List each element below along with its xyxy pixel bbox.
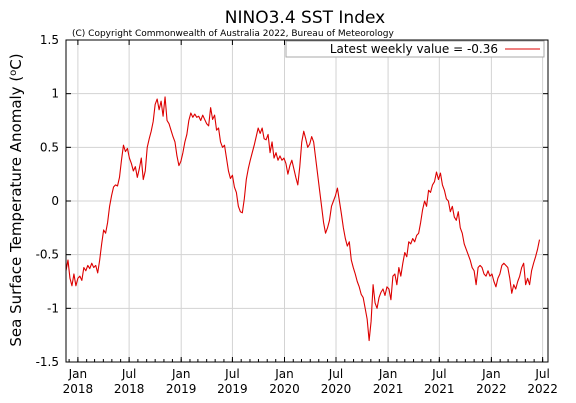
plot-area-frame — [65, 39, 549, 363]
y-axis: -1.5 -1 -0.5 0 0.5 1 1.5 — [36, 33, 548, 369]
chart-title: NINO3.4 SST Index — [225, 8, 385, 28]
y-tick-label: 0.5 — [40, 140, 59, 154]
x-tick-month: Jan — [378, 367, 398, 381]
series-line — [65, 96, 541, 342]
x-tick-year: 2019 — [166, 382, 197, 396]
copyright-note: (C) Copyright Commonwealth of Australia … — [72, 29, 395, 39]
x-tick-month: Jul — [121, 367, 136, 381]
x-tick-month: Jan — [274, 367, 294, 381]
legend: Latest weekly value = -0.36 — [285, 40, 545, 58]
x-tick-month: Jan — [481, 367, 501, 381]
x-tick-month: Jul — [534, 367, 549, 381]
x-tick-month: Jul — [328, 367, 343, 381]
x-tick-month: Jan — [171, 367, 191, 381]
x-tick-year: 2021 — [424, 382, 455, 396]
x-tick-year: 2021 — [373, 382, 404, 396]
grid — [66, 39, 548, 363]
legend-label: Latest weekly value = -0.36 — [330, 42, 498, 56]
y-axis-label: Sea Surface Temperature Anomaly (oC) — [7, 53, 25, 346]
y-tick-label: -1.5 — [36, 355, 59, 369]
x-tick-year: 2018 — [114, 382, 145, 396]
series-lines — [65, 96, 541, 342]
x-tick-month: Jan — [68, 367, 88, 381]
x-tick-year: 2018 — [63, 382, 94, 396]
x-tick-year: 2020 — [321, 382, 352, 396]
y-tick-label: -0.5 — [36, 248, 59, 262]
y-tick-label: 0 — [51, 194, 59, 208]
x-tick-year: 2019 — [217, 382, 248, 396]
x-tick-year: 2020 — [269, 382, 300, 396]
x-tick-month: Jul — [431, 367, 446, 381]
x-tick-month: Jul — [224, 367, 239, 381]
x-tick-year: 2022 — [527, 382, 558, 396]
legend-box — [285, 40, 545, 58]
y-tick-label: -1 — [47, 301, 59, 315]
x-tick-year: 2022 — [476, 382, 507, 396]
y-tick-label: 1.5 — [40, 33, 59, 47]
y-tick-label: 1 — [51, 87, 59, 101]
